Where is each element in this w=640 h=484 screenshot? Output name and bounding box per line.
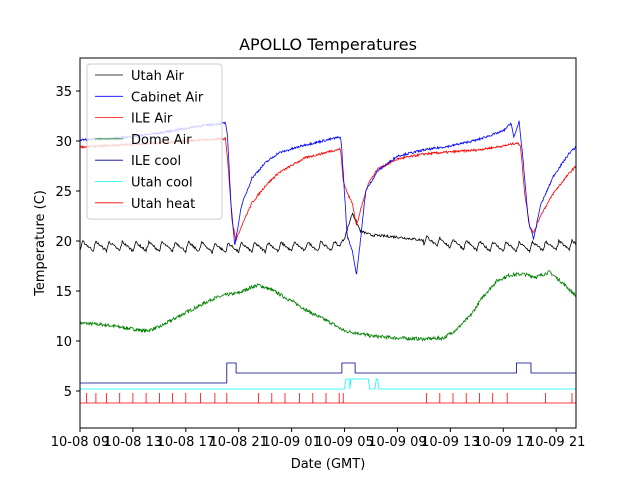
legend: Utah Air Cabinet Air ILE Air Dome Air ILE co… xyxy=(86,63,223,220)
legend-label-utah-cool: Utah cool xyxy=(131,176,193,191)
y-tick-label: 15 xyxy=(55,285,72,300)
legend-label-ile-cool: ILE cool xyxy=(131,154,181,169)
x-tick-label: 10-09 13 xyxy=(421,435,479,450)
x-tick-label: 10-08 17 xyxy=(157,435,215,450)
x-tick-label: 10-09 17 xyxy=(474,435,532,450)
legend-label-ile-air: ILE Air xyxy=(131,112,173,127)
x-tick-label: 10-08 21 xyxy=(209,435,267,450)
y-axis-label: Temperature (C) xyxy=(33,190,48,297)
legend-label-cabinet-air: Cabinet Air xyxy=(131,90,204,105)
plot-frame xyxy=(79,57,577,429)
series-line-ile-cool xyxy=(80,362,576,384)
legend-label-dome-air: Dome Air xyxy=(131,133,192,148)
legend-box xyxy=(86,63,223,220)
x-tick-label: 10-09 09 xyxy=(368,435,426,450)
y-tick-label: 10 xyxy=(55,335,72,350)
chart-title: APOLLO Temperatures xyxy=(239,35,417,54)
x-tick-label: 10-08 13 xyxy=(104,435,162,450)
x-tick-label: 10-09 01 xyxy=(262,435,320,450)
legend-label-utah-air: Utah Air xyxy=(131,69,184,84)
series-line-dome-air xyxy=(80,270,576,342)
series-line-utah-air xyxy=(80,212,576,255)
legend-label-utah-heat: Utah heat xyxy=(131,197,195,212)
x-tick-label: 10-08 09 xyxy=(51,435,109,450)
y-axis: 5 10 15 20 25 30 35 xyxy=(55,85,80,400)
y-tick-label: 30 xyxy=(55,135,72,150)
x-axis-label: Date (GMT) xyxy=(291,457,366,472)
y-tick-label: 25 xyxy=(55,185,72,200)
y-tick-label: 35 xyxy=(55,85,72,100)
x-tick-label: 10-09 21 xyxy=(527,435,585,450)
series-line-utah-heat xyxy=(80,393,576,404)
y-tick-label: 5 xyxy=(64,385,72,400)
x-tick-label: 10-09 05 xyxy=(315,435,373,450)
y-tick-label: 20 xyxy=(55,235,72,250)
series-line-utah-cool xyxy=(80,378,576,390)
